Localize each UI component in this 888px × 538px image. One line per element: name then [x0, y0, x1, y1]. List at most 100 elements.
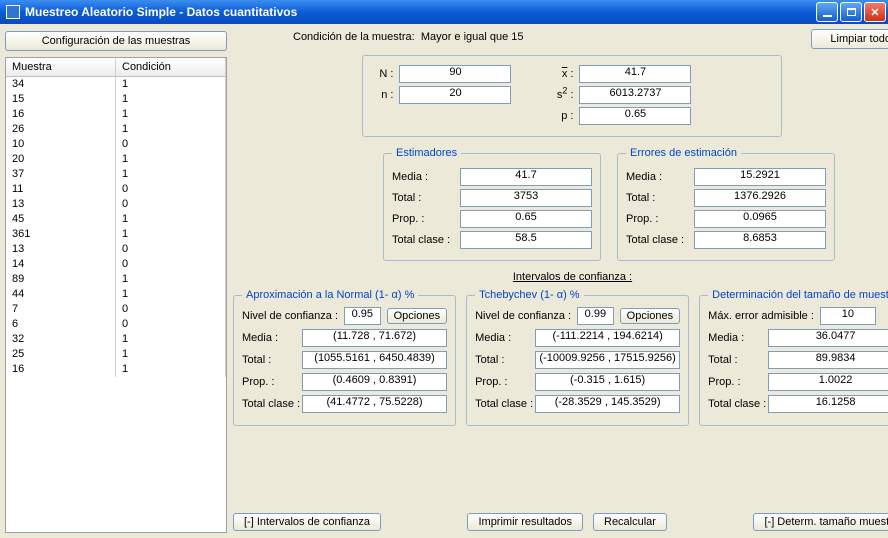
- table-cell: 1: [116, 362, 226, 377]
- toggle-size-button[interactable]: [-] Determ. tamaño muestra: [753, 513, 888, 531]
- col-condicion[interactable]: Condición: [116, 58, 226, 76]
- condition-text: Condición de la muestra: Mayor e igual q…: [293, 31, 524, 43]
- minimize-button[interactable]: [816, 2, 838, 22]
- errors-legend: Errores de estimación: [626, 147, 741, 159]
- table-cell: 1: [116, 332, 226, 347]
- size-maxerr[interactable]: 10: [820, 307, 876, 325]
- table-header: Muestra Condición: [6, 58, 226, 77]
- table-cell: 13: [6, 242, 116, 257]
- normal-options-button[interactable]: Opciones: [387, 308, 447, 324]
- table-row[interactable]: 151: [6, 92, 226, 107]
- table-row[interactable]: 60: [6, 317, 226, 332]
- table-row[interactable]: 110: [6, 182, 226, 197]
- normal-total: (1055.5161 , 6450.4839): [302, 351, 447, 369]
- table-row[interactable]: 70: [6, 302, 226, 317]
- table-row[interactable]: 161: [6, 107, 226, 122]
- err-media: 15.2921: [694, 168, 826, 186]
- tchebychev-legend: Tchebychev (1- α) %: [475, 289, 584, 301]
- table-cell: 6: [6, 317, 116, 332]
- print-results-button[interactable]: Imprimir resultados: [467, 513, 583, 531]
- window-title: Muestreo Aleatorio Simple - Datos cuanti…: [25, 5, 297, 19]
- est-total: 3753: [460, 189, 592, 207]
- label-xbar: x :: [551, 68, 579, 80]
- table-row[interactable]: 201: [6, 152, 226, 167]
- sample-size-group: Determinación del tamaño de muestra Máx.…: [699, 289, 888, 426]
- table-cell: 44: [6, 287, 116, 302]
- table-cell: 0: [116, 182, 226, 197]
- table-cell: 0: [116, 197, 226, 212]
- col-muestra[interactable]: Muestra: [6, 58, 116, 76]
- table-cell: 14: [6, 257, 116, 272]
- err-total: 1376.2926: [694, 189, 826, 207]
- value-n[interactable]: 20: [399, 86, 511, 104]
- table-cell: 34: [6, 77, 116, 92]
- table-cell: 1: [116, 92, 226, 107]
- configure-samples-button[interactable]: Configuración de las muestras: [5, 31, 227, 51]
- clear-all-button[interactable]: Limpiar todo: [811, 29, 888, 49]
- table-cell: 1: [116, 347, 226, 362]
- table-cell: 26: [6, 122, 116, 137]
- table-row[interactable]: 130: [6, 242, 226, 257]
- tcheby-conf[interactable]: 0.99: [577, 307, 614, 325]
- table-cell: 0: [116, 302, 226, 317]
- table-row[interactable]: 251: [6, 347, 226, 362]
- table-row[interactable]: 341: [6, 77, 226, 92]
- table-cell: 89: [6, 272, 116, 287]
- errors-group: Errores de estimación Media :15.2921 Tot…: [617, 147, 835, 261]
- normal-tclase: (41.4772 , 75.5228): [302, 395, 447, 413]
- table-cell: 13: [6, 197, 116, 212]
- table-row[interactable]: 3611: [6, 227, 226, 242]
- value-s2[interactable]: 6013.2737: [579, 86, 691, 104]
- table-row[interactable]: 441: [6, 287, 226, 302]
- table-row[interactable]: 130: [6, 197, 226, 212]
- table-cell: 11: [6, 182, 116, 197]
- err-prop: 0.0965: [694, 210, 826, 228]
- maximize-button[interactable]: [840, 2, 862, 22]
- samples-table: Muestra Condición 3411511612611002013711…: [5, 57, 227, 533]
- table-row[interactable]: 261: [6, 122, 226, 137]
- size-prop: 1.0022: [768, 373, 888, 391]
- table-cell: 20: [6, 152, 116, 167]
- value-p[interactable]: 0.65: [579, 107, 691, 125]
- table-cell: 1: [116, 122, 226, 137]
- sample-size-legend: Determinación del tamaño de muestra: [708, 289, 888, 301]
- normal-conf[interactable]: 0.95: [344, 307, 381, 325]
- table-cell: 361: [6, 227, 116, 242]
- parameters-group: N : 90 x : 41.7 n : 20 s2 : 6013.2737: [362, 55, 782, 137]
- normal-legend: Aproximación a la Normal (1- α) %: [242, 289, 418, 301]
- tchebychev-group: Tchebychev (1- α) % Nivel de confianza :…: [466, 289, 689, 426]
- toggle-ci-button[interactable]: [-] Intervalos de confianza: [233, 513, 381, 531]
- table-cell: 16: [6, 107, 116, 122]
- table-cell: 1: [116, 167, 226, 182]
- estimators-group: Estimadores Media :41.7 Total :3753 Prop…: [383, 147, 601, 261]
- table-cell: 0: [116, 317, 226, 332]
- size-total: 89.9834: [768, 351, 888, 369]
- tcheby-options-button[interactable]: Opciones: [620, 308, 680, 324]
- table-row[interactable]: 451: [6, 212, 226, 227]
- table-cell: 10: [6, 137, 116, 152]
- normal-group: Aproximación a la Normal (1- α) % Nivel …: [233, 289, 456, 426]
- table-row[interactable]: 140: [6, 257, 226, 272]
- value-xbar[interactable]: 41.7: [579, 65, 691, 83]
- tcheby-prop: (-0.315 , 1.615): [535, 373, 680, 391]
- table-cell: 15: [6, 92, 116, 107]
- value-N[interactable]: 90: [399, 65, 511, 83]
- table-row[interactable]: 371: [6, 167, 226, 182]
- table-row[interactable]: 321: [6, 332, 226, 347]
- label-s2: s2 :: [551, 89, 579, 101]
- ci-title: Intervalos de confianza :: [233, 271, 888, 283]
- size-tclase: 16.1258: [768, 395, 888, 413]
- recalculate-button[interactable]: Recalcular: [593, 513, 667, 531]
- table-cell: 1: [116, 107, 226, 122]
- table-cell: 25: [6, 347, 116, 362]
- err-tclase: 8.6853: [694, 231, 826, 249]
- close-button[interactable]: ✕: [864, 2, 886, 22]
- table-cell: 1: [116, 152, 226, 167]
- est-prop: 0.65: [460, 210, 592, 228]
- table-row[interactable]: 891: [6, 272, 226, 287]
- titlebar: Muestreo Aleatorio Simple - Datos cuanti…: [0, 0, 888, 24]
- table-row[interactable]: 100: [6, 137, 226, 152]
- table-cell: 1: [116, 227, 226, 242]
- table-row[interactable]: 161: [6, 362, 226, 377]
- label-n: n :: [371, 89, 399, 101]
